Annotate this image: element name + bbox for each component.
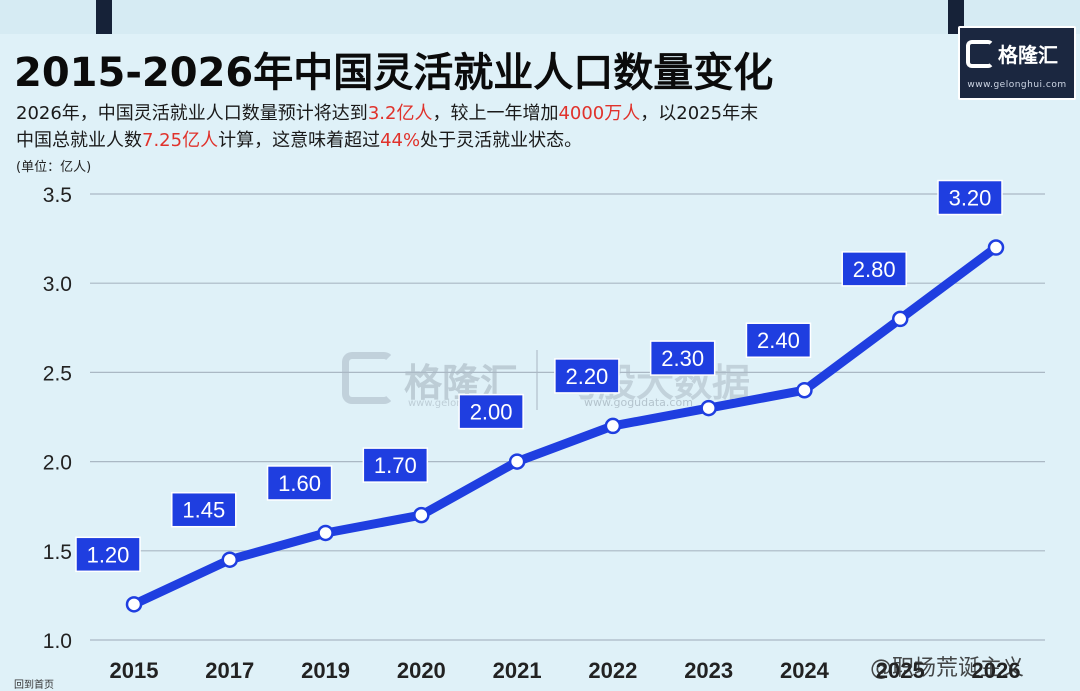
subtitle-text: ，以2025年末 [640, 103, 759, 124]
logo-g-icon [966, 40, 994, 68]
chart-title: 2015-2026年中国灵活就业人口数量变化 [14, 50, 774, 96]
logo-url: www.gelonghui.com [967, 80, 1067, 90]
unit-label: (单位：亿人) [16, 160, 92, 175]
data-point [317, 524, 334, 542]
x-tick-label: 2022 [588, 658, 637, 683]
x-tick-label: 2020 [397, 658, 446, 683]
data-label-text: 1.20 [87, 542, 130, 567]
watermark-g-icon [342, 352, 394, 404]
subtitle-highlight: 7.25亿人 [142, 130, 219, 151]
x-tick-label: 2021 [493, 658, 542, 683]
data-label-box [458, 393, 524, 430]
data-label: 2.00 [458, 393, 524, 430]
subtitle-text: 2026年，中国灵活就业人口数量预计将达到 [16, 103, 368, 124]
y-tick-label: 1.5 [43, 541, 72, 564]
data-label-box [362, 447, 429, 483]
x-tick-label: 2019 [301, 658, 350, 683]
data-label-text: 1.45 [182, 498, 225, 523]
data-label-text: 3.20 [949, 186, 992, 211]
y-tick-label: 2.5 [43, 362, 72, 385]
bottom-text: 回到首页 [14, 680, 54, 691]
data-label: 1.45 [171, 491, 237, 528]
data-label-text: 2.40 [757, 328, 800, 353]
data-label-text: 1.60 [278, 471, 321, 496]
data-label-text: 2.20 [565, 364, 608, 389]
weibo-watermark: @职场荒诞主义 [870, 656, 1025, 681]
data-point [987, 239, 1005, 256]
subtitle-text: ，较上一年增加 [432, 103, 559, 124]
data-label: 2.40 [745, 322, 812, 358]
data-label: 2.20 [554, 358, 620, 394]
data-label: 3.20 [937, 179, 1003, 216]
data-label-box [649, 340, 716, 376]
data-point [508, 453, 526, 470]
subtitle-line-1: 2026年，中国灵活就业人口数量预计将达到3.2亿人，较上一年增加4000万人，… [16, 100, 916, 127]
brand-logo: 格隆汇 www.gelonghui.com [958, 26, 1076, 100]
subtitle-highlight: 44% [380, 130, 421, 151]
data-point [604, 417, 622, 435]
data-label-text: 1.70 [374, 453, 417, 478]
x-tick-label: 2023 [684, 658, 733, 683]
data-label: 2.80 [841, 251, 907, 287]
data-point [700, 399, 717, 417]
data-label-text: 2.30 [661, 346, 704, 371]
data-point [221, 551, 239, 568]
subtitle-highlight: 3.2亿人 [367, 103, 433, 124]
bookmark-icon [948, 0, 964, 34]
x-tick-label: 2015 [110, 658, 159, 683]
x-tick-label: 2017 [205, 658, 254, 683]
data-label-box [75, 536, 141, 573]
watermark-separator [536, 350, 538, 410]
data-label-box [554, 358, 620, 394]
data-label: 1.60 [266, 465, 333, 501]
subtitle-highlight: 4000万人 [558, 103, 641, 124]
chart-subtitle: 2026年，中国灵活就业人口数量预计将达到3.2亿人，较上一年增加4000万人，… [16, 100, 916, 154]
y-tick-label: 1.0 [43, 630, 72, 653]
y-tick-label: 2.0 [43, 452, 72, 475]
data-label-text: 2.80 [853, 257, 896, 282]
x-tick-label: 2024 [780, 658, 830, 683]
data-label: 1.70 [362, 447, 429, 483]
data-label-box [171, 491, 237, 528]
top-strip [0, 0, 1080, 34]
data-point [413, 506, 430, 524]
data-label-box [841, 251, 907, 287]
bookmark-icon [96, 0, 112, 34]
data-point [796, 381, 813, 399]
subtitle-text: 处于灵活就业状态。 [420, 130, 583, 151]
data-label-box [745, 322, 812, 358]
data-label-box [266, 465, 333, 501]
subtitle-line-2: 中国总就业人数7.25亿人计算，这意味着超过44%处于灵活就业状态。 [16, 127, 916, 154]
data-label: 2.30 [649, 340, 716, 376]
data-label-box [937, 179, 1003, 216]
watermark-url-2: www.gogudata.com [584, 396, 693, 409]
data-point [125, 596, 143, 613]
y-tick-label: 3.0 [43, 273, 72, 296]
data-label-text: 2.00 [470, 400, 513, 425]
logo-name: 格隆汇 [998, 43, 1058, 67]
x-tick-label: 2025 [876, 658, 925, 683]
data-point [891, 310, 909, 328]
data-label: 1.20 [75, 536, 141, 573]
subtitle-text: 计算，这意味着超过 [218, 130, 381, 151]
series-line [129, 243, 1001, 609]
y-tick-label: 3.5 [43, 184, 72, 207]
subtitle-text: 中国总就业人数 [16, 130, 142, 151]
x-tick-label: 2026 [972, 658, 1021, 683]
